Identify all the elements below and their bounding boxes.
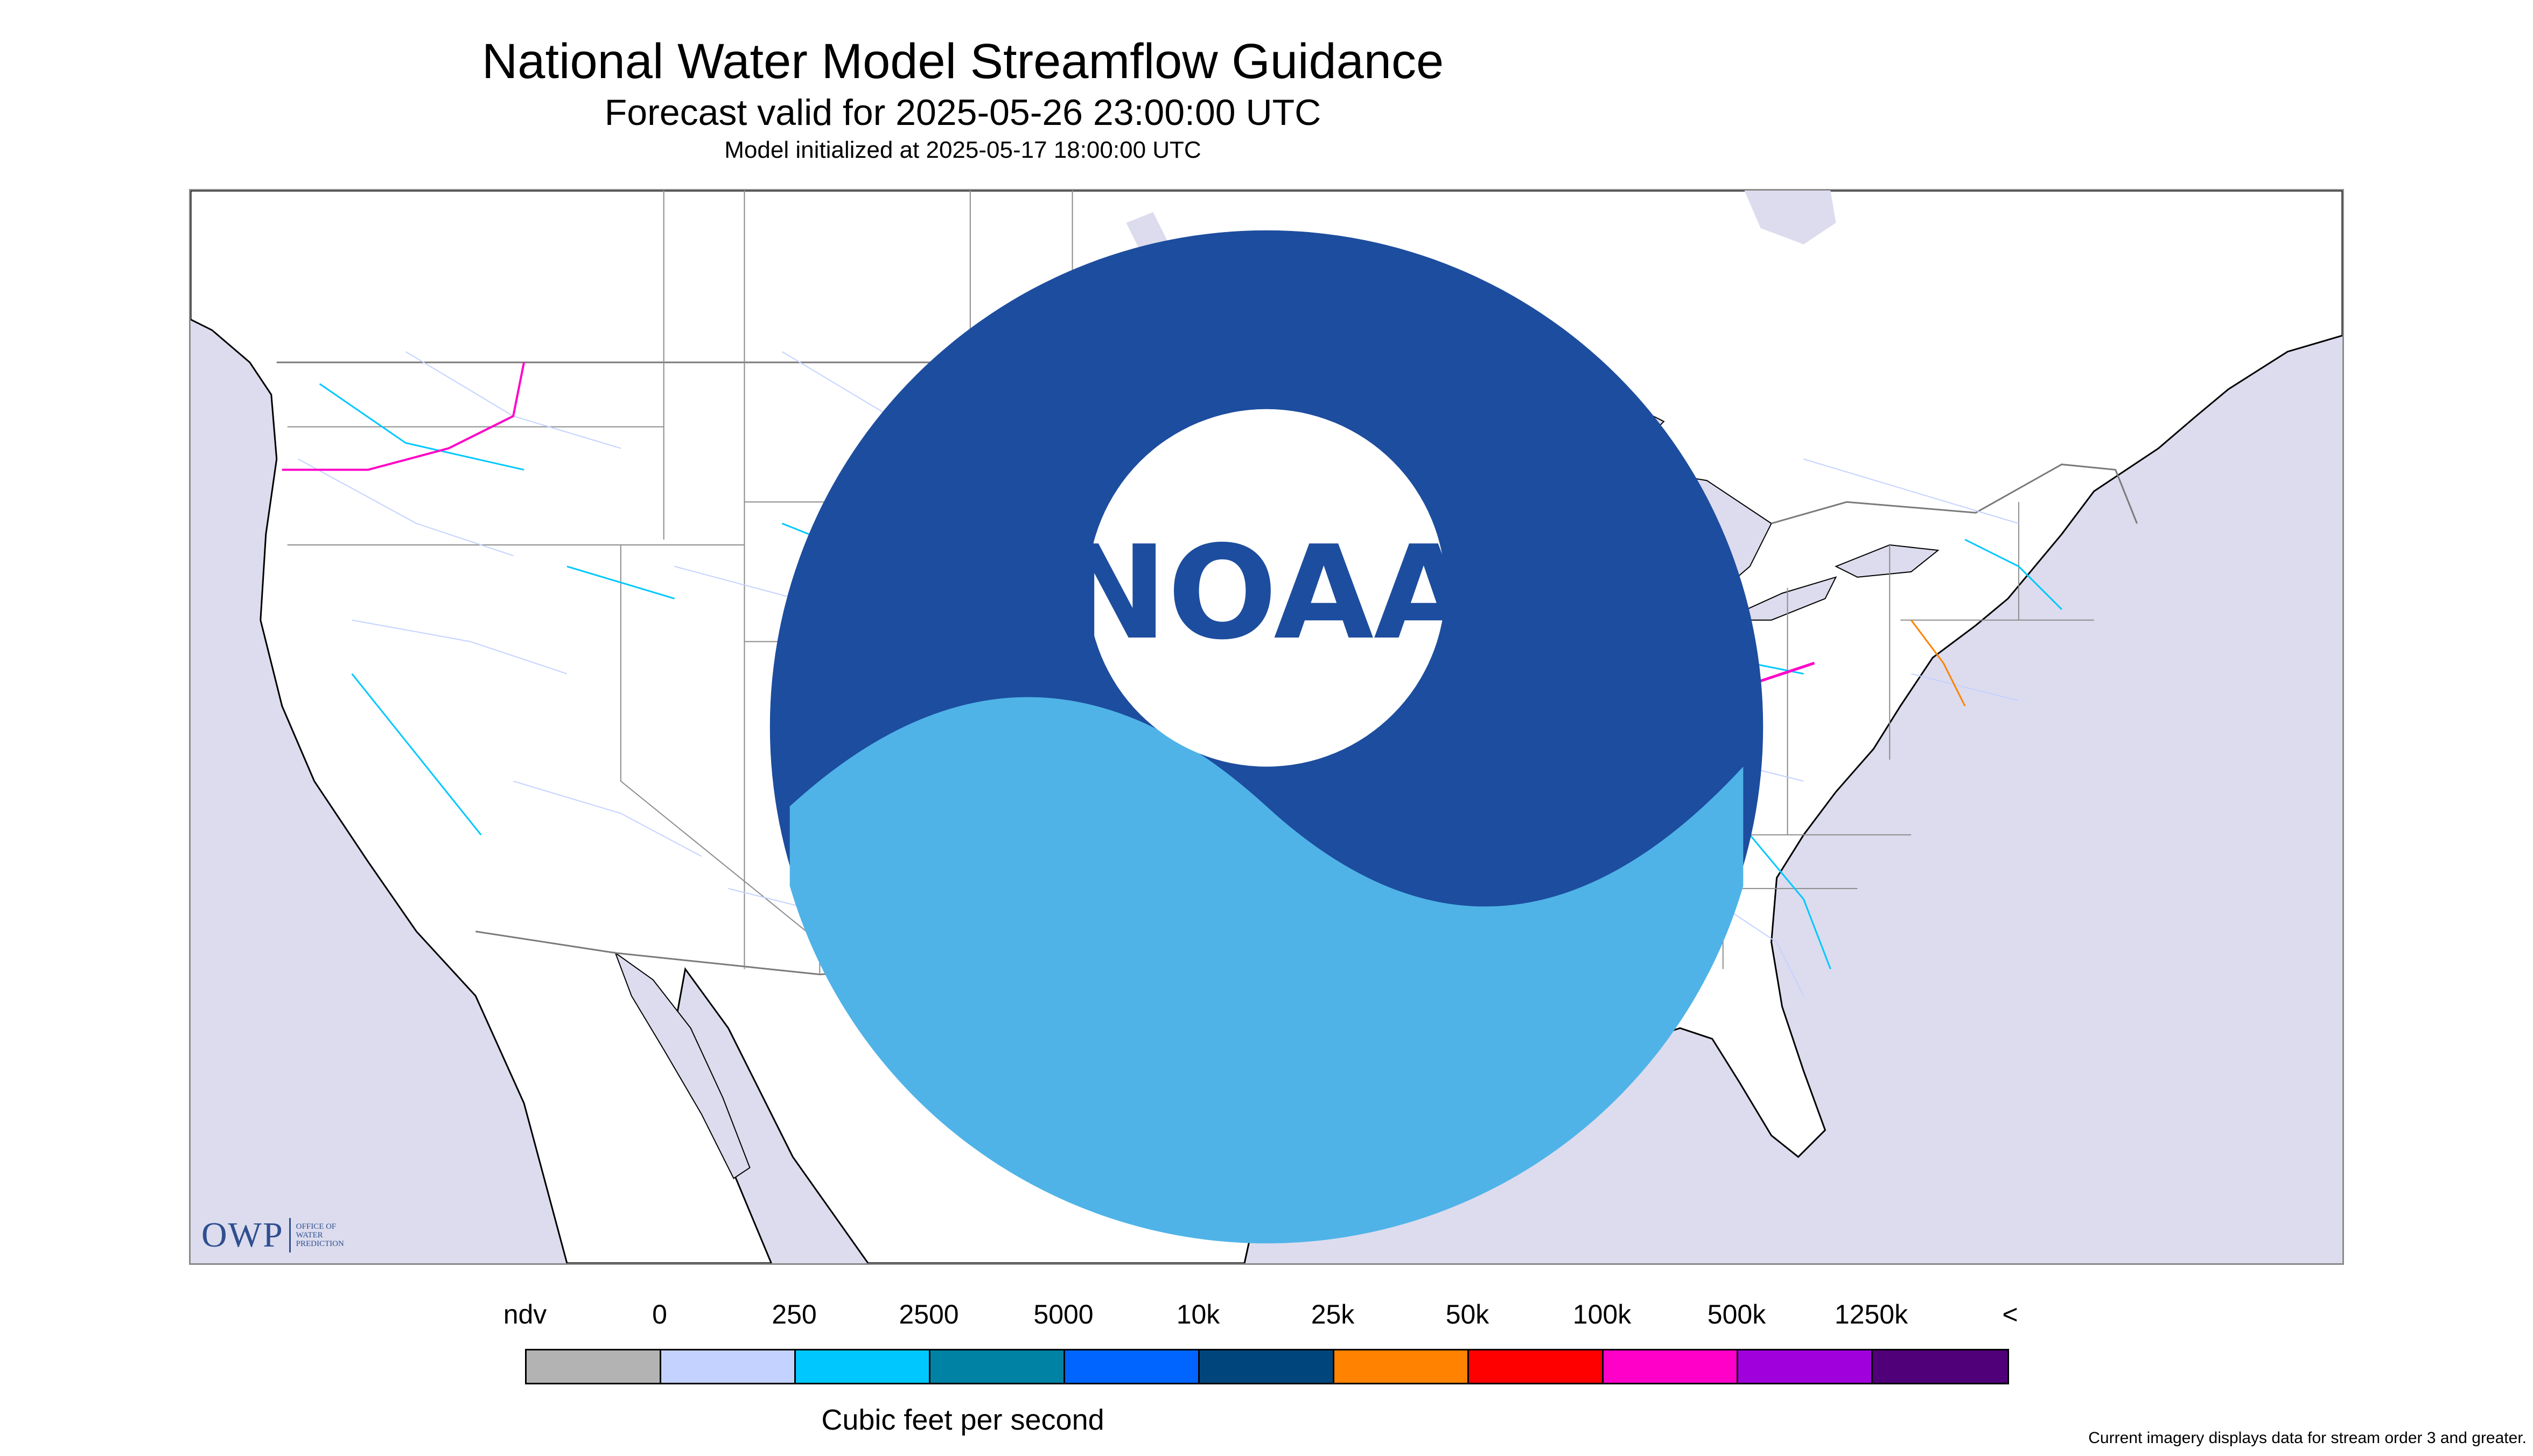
legend-label-25k: 25k — [1311, 1299, 1355, 1329]
legend-swatch — [930, 1350, 1065, 1383]
owp-logo: OWP OFFICE OF WATER PREDICTION — [201, 1215, 344, 1256]
legend-label-5000: 5000 — [1033, 1299, 1094, 1329]
legend-swatch — [1469, 1350, 1604, 1383]
legend-swatch — [1604, 1350, 1738, 1383]
legend-swatch — [1738, 1350, 1873, 1383]
columbia-river — [282, 362, 526, 471]
legend-swatch — [1065, 1350, 1200, 1383]
legend-swatch — [796, 1350, 930, 1383]
legend-colorbar — [525, 1349, 2009, 1384]
map-title: National Water Model Streamflow Guidance — [481, 34, 1444, 89]
owp-logo-mark: OWP — [201, 1215, 284, 1255]
susquehanna-river — [1911, 619, 1966, 706]
legend-label-250: 250 — [772, 1299, 817, 1329]
legend-label-50k: 50k — [1445, 1299, 1489, 1329]
legend-swatch — [1873, 1350, 2007, 1383]
legend-label-greater: < — [2002, 1299, 2018, 1329]
gulf-of-california — [614, 951, 751, 1179]
legend-label-500k: 500k — [1707, 1299, 1766, 1329]
streamflow-map[interactable]: OWP OFFICE OF WATER PREDICTION NOAA — [189, 189, 2344, 1265]
stream-order-footnote: Current imagery displays data for stream… — [2088, 1429, 2527, 1447]
legend-swatch — [661, 1350, 796, 1383]
noaa-logo: NOAA — [769, 230, 1764, 1244]
legend-label-0: 0 — [652, 1299, 667, 1329]
legend-swatch — [1200, 1350, 1334, 1383]
legend-label-2500: 2500 — [899, 1299, 959, 1329]
legend-label-ndv: ndv — [503, 1299, 547, 1329]
owp-logo-text: OFFICE OF WATER PREDICTION — [296, 1222, 344, 1248]
hudson-bay-edge — [1744, 191, 1836, 244]
lake-erie — [1723, 576, 1837, 621]
legend-units: Cubic feet per second — [821, 1404, 1104, 1436]
lake-ontario — [1834, 544, 1940, 578]
pacific-ocean — [191, 352, 535, 1263]
svg-text:NOAA: NOAA — [1059, 517, 1473, 668]
model-init-time: Model initialized at 2025-05-17 18:00:00… — [724, 137, 1201, 163]
owp-logo-divider — [289, 1218, 291, 1252]
legend-label-10k: 10k — [1176, 1299, 1220, 1329]
legend-label-100k: 100k — [1572, 1299, 1632, 1329]
legend-swatch — [1334, 1350, 1469, 1383]
forecast-valid-time: Forecast valid for 2025-05-26 23:00:00 U… — [604, 92, 1321, 133]
legend-label-1250k: 1250k — [1834, 1299, 1908, 1329]
legend-swatch — [527, 1350, 661, 1383]
